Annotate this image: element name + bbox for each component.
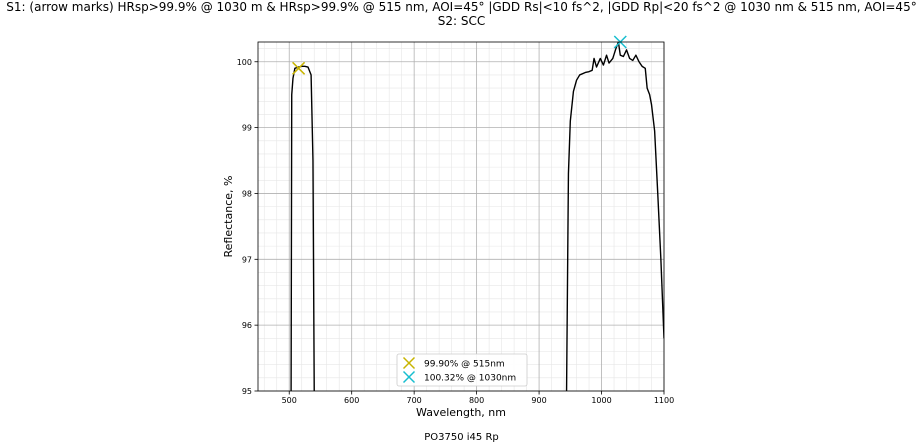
marker-stroke-b [402, 356, 416, 370]
x-tick-label: 1000 [591, 396, 611, 405]
y-tick-label: 97 [242, 255, 252, 264]
x-tick-label: 500 [282, 396, 297, 405]
y-tick-label: 98 [242, 189, 252, 198]
y-axis-label: Reflectance, % [222, 176, 235, 258]
minor-grid [258, 42, 664, 391]
legend-marker [402, 370, 416, 384]
axis-ticks: 500 600 700 800 900 1000 1100 95 96 97 98 99 100 [237, 58, 674, 405]
x-tick-label: 600 [344, 396, 359, 405]
chart-footer: PO3750 i45 Rp [424, 432, 499, 443]
x-axis-label: Wavelength, nm [416, 406, 506, 419]
legend-entry-label: 100.32% @ 1030nm [424, 374, 516, 384]
reflectance-curve [565, 42, 664, 391]
data-marker [292, 61, 306, 75]
marker-stroke-b [292, 61, 306, 75]
reflectance-curve [290, 65, 315, 391]
y-tick-label: 96 [242, 321, 252, 330]
legend-box [396, 353, 528, 387]
x-tick-label: 700 [407, 396, 422, 405]
chart-title-line-2: S2: SCC [437, 14, 486, 28]
major-grid [258, 42, 665, 392]
x-tick-label: 800 [469, 396, 484, 405]
y-tick-label: 95 [242, 387, 252, 396]
x-tick-label: 900 [531, 396, 546, 405]
legend-entry-label: 99.90% @ 515nm [424, 360, 505, 370]
plot-frame [257, 41, 665, 392]
series-layer [290, 42, 664, 391]
chart-title-line-1: S1: (arrow marks) HRsp>99.9% @ 1030 m & … [6, 0, 917, 14]
marker-stroke-b [402, 370, 416, 384]
legend: 99.90% @ 515nm 100.32% @ 1030nm [396, 353, 528, 387]
legend-marker [402, 356, 416, 370]
x-tick-label: 1100 [654, 396, 674, 405]
y-tick-label: 99 [242, 124, 252, 133]
y-tick-label: 100 [237, 58, 252, 67]
